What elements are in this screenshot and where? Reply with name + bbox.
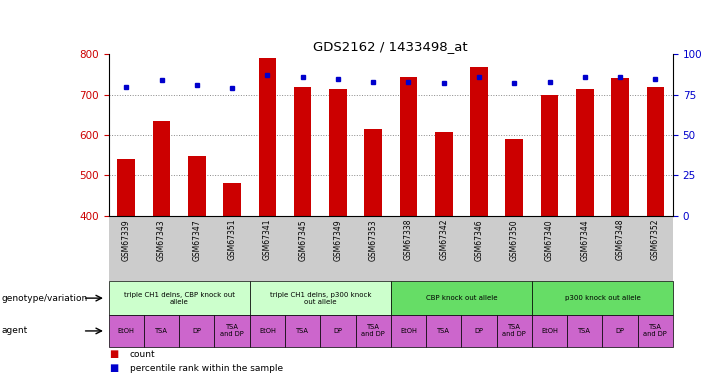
Bar (250, 281, 391, 315)
Text: GSM67347: GSM67347 (192, 219, 201, 261)
Text: DP: DP (334, 328, 342, 334)
Text: DP: DP (475, 328, 484, 334)
Text: TSA: TSA (155, 328, 168, 334)
Text: EtOH: EtOH (541, 328, 558, 334)
Text: GSM67350: GSM67350 (510, 219, 519, 261)
Bar (329, 88, 347, 216)
Text: agent: agent (1, 326, 27, 335)
Text: count: count (130, 350, 156, 359)
Bar (118, 159, 135, 216)
Bar (179, 315, 215, 347)
Bar (540, 95, 558, 216)
Bar (224, 183, 241, 216)
Text: GSM67353: GSM67353 (369, 219, 378, 261)
Bar (638, 315, 673, 347)
Bar (153, 121, 170, 216)
Bar (567, 315, 602, 347)
Bar (400, 76, 417, 216)
Bar (532, 315, 567, 347)
Bar (505, 139, 523, 216)
Bar (461, 315, 496, 347)
Bar (320, 315, 355, 347)
Bar (294, 87, 311, 216)
Text: GSM67338: GSM67338 (404, 219, 413, 260)
Text: GSM67343: GSM67343 (157, 219, 166, 261)
Text: TSA: TSA (578, 328, 591, 334)
Text: TSA
and DP: TSA and DP (220, 324, 244, 338)
Bar (215, 315, 250, 347)
Bar (611, 78, 629, 216)
Text: GSM67341: GSM67341 (263, 219, 272, 260)
Bar (496, 315, 532, 347)
Text: genotype/variation: genotype/variation (1, 294, 88, 303)
Text: TSA
and DP: TSA and DP (644, 324, 667, 338)
Bar (250, 315, 285, 347)
Text: GSM67351: GSM67351 (228, 219, 237, 260)
Text: DP: DP (615, 328, 625, 334)
Text: DP: DP (192, 328, 201, 334)
Text: CBP knock out allele: CBP knock out allele (426, 295, 497, 301)
Bar (391, 281, 532, 315)
Bar (109, 281, 250, 315)
Bar (188, 156, 205, 216)
Bar (532, 281, 673, 315)
Bar (646, 87, 664, 216)
Text: GSM67345: GSM67345 (298, 219, 307, 261)
Text: EtOH: EtOH (118, 328, 135, 334)
Text: GSM67348: GSM67348 (615, 219, 625, 260)
Bar (365, 129, 382, 216)
Bar (285, 315, 320, 347)
Text: GSM67342: GSM67342 (440, 219, 448, 260)
Text: TSA
and DP: TSA and DP (503, 324, 526, 338)
Text: TSA
and DP: TSA and DP (361, 324, 385, 338)
Bar (391, 315, 426, 347)
Bar (576, 88, 594, 216)
Text: ■: ■ (109, 363, 118, 373)
Text: triple CH1 delns, CBP knock out
allele: triple CH1 delns, CBP knock out allele (123, 292, 235, 304)
Bar (259, 58, 276, 216)
Bar (435, 132, 453, 216)
Text: GSM67340: GSM67340 (545, 219, 554, 261)
Bar (144, 315, 179, 347)
Text: GSM67339: GSM67339 (122, 219, 131, 261)
Bar (602, 315, 638, 347)
Text: GSM67344: GSM67344 (580, 219, 590, 261)
Text: GSM67346: GSM67346 (475, 219, 484, 261)
Text: p300 knock out allele: p300 knock out allele (564, 295, 640, 301)
Title: GDS2162 / 1433498_at: GDS2162 / 1433498_at (313, 40, 468, 53)
Text: EtOH: EtOH (259, 328, 275, 334)
Text: TSA: TSA (437, 328, 450, 334)
Text: GSM67352: GSM67352 (651, 219, 660, 260)
Text: TSA: TSA (297, 328, 309, 334)
Text: EtOH: EtOH (400, 328, 417, 334)
Bar (426, 315, 461, 347)
Bar (109, 315, 144, 347)
Text: percentile rank within the sample: percentile rank within the sample (130, 364, 283, 373)
Bar (470, 67, 488, 216)
Text: triple CH1 delns, p300 knock
out allele: triple CH1 delns, p300 knock out allele (269, 292, 371, 304)
Bar (355, 315, 391, 347)
Text: GSM67349: GSM67349 (334, 219, 342, 261)
Text: ■: ■ (109, 350, 118, 359)
